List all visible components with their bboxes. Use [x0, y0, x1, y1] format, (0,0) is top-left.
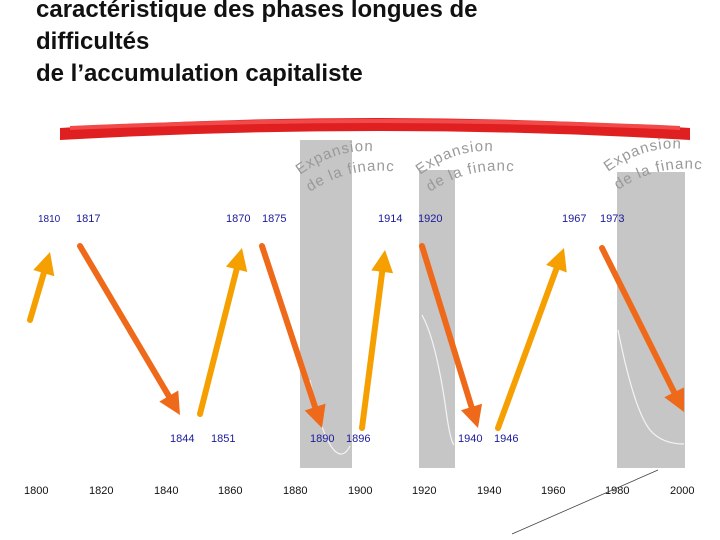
band-curve — [617, 329, 685, 445]
trough-year-label: 1946 — [494, 433, 518, 445]
finance-label-line2: de la finance — [0, 0, 395, 195]
red-brush-stroke — [60, 118, 690, 140]
rising-arrow-shaft — [359, 268, 386, 431]
axis-year-label: 1880 — [283, 485, 307, 497]
title-line: difficultés — [36, 28, 150, 55]
peak-year-label: 1817 — [76, 213, 100, 225]
trough-year-label: 1890 — [310, 433, 334, 445]
shade-band — [419, 170, 455, 468]
axis-year-label: 1800 — [24, 485, 48, 497]
falling-arrow-shaft — [599, 245, 678, 396]
shade-band — [617, 172, 685, 468]
peak-year-label: 1920 — [418, 213, 442, 225]
wave-arrows — [27, 243, 684, 431]
peak-year-label: 1870 — [226, 213, 250, 225]
falling-arrow-shaft — [259, 243, 319, 411]
title-line: de l’accumulation capitaliste — [36, 60, 363, 87]
axis-year-label: 1900 — [348, 485, 372, 497]
finance-expansion-bands — [300, 140, 685, 468]
up-arrow-icon — [371, 250, 394, 274]
title-line: caractéristique des phases longues de — [36, 0, 478, 23]
down-arrow-icon — [461, 403, 483, 428]
red-stroke-highlight — [70, 119, 680, 130]
trough-year-label: 1851 — [211, 433, 235, 445]
peak-year-label: 1914 — [378, 213, 402, 225]
time-axis: 1800 1820 1840 1860 1880 1900 1920 1940 … — [24, 485, 694, 497]
falling-arrow-shaft — [77, 243, 172, 400]
axis-year-label: 1940 — [477, 485, 501, 497]
axis-year-label: 1960 — [541, 485, 565, 497]
rising-arrow-shaft — [495, 265, 560, 431]
shade-band — [300, 140, 352, 468]
slide-title: caractéristique des phases longues de di… — [36, 0, 696, 90]
peak-year-label: 1967 — [562, 213, 586, 225]
band-curve — [421, 314, 455, 446]
axis-year-label: 1860 — [218, 485, 242, 497]
down-arrow-icon — [304, 403, 326, 428]
axis-year-label: 1980 — [605, 485, 629, 497]
axis-year-label: 1820 — [89, 485, 113, 497]
peak-year-labels: 1810 1817 1870 1875 1914 1920 1967 1973 — [38, 213, 624, 225]
trough-year-labels: 1844 1851 1890 1896 1940 1946 — [170, 433, 518, 445]
down-arrow-icon — [159, 390, 180, 415]
axis-year-label: 1840 — [154, 485, 178, 497]
up-arrow-icon — [225, 248, 248, 273]
axis-year-label: 1920 — [412, 485, 436, 497]
finance-labels: Expansion de la finance Expansion de la … — [0, 0, 702, 195]
down-arrow-icon — [664, 387, 684, 412]
trough-year-label: 1940 — [458, 433, 482, 445]
up-arrow-icon — [33, 252, 55, 277]
rising-arrow-shaft — [197, 266, 240, 417]
falling-arrow-shaft — [419, 243, 475, 410]
trough-year-label: 1844 — [170, 433, 194, 445]
thin-diagonal-line — [511, 469, 659, 535]
axis-year-label: 2000 — [670, 485, 694, 497]
trough-year-label: 1896 — [346, 433, 370, 445]
rising-arrow-shaft — [27, 270, 47, 323]
peak-year-label: 1973 — [600, 213, 624, 225]
peak-year-label: 1810 — [38, 214, 61, 225]
up-arrow-icon — [546, 248, 567, 273]
peak-year-label: 1875 — [262, 213, 286, 225]
